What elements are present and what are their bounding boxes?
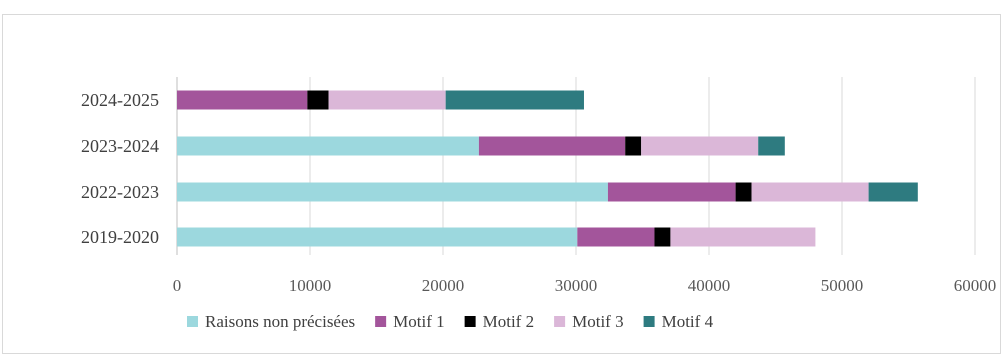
bar-segment — [758, 136, 785, 156]
bar-segment — [625, 136, 642, 156]
stacked-bar-chart: 2024-2025 2023-2024 2022-2023 2019-2020 0 10… — [81, 77, 997, 331]
legend-label: Motif 4 — [662, 312, 714, 331]
bar-segment — [670, 227, 816, 247]
bar-segment — [735, 182, 752, 202]
bar-segment — [478, 136, 626, 156]
category-labels: 2024-2025 2023-2024 2022-2023 2019-2020 — [81, 90, 159, 247]
bar-segment — [328, 90, 446, 110]
legend-label: Motif 3 — [572, 312, 623, 331]
bar-segment — [177, 90, 308, 110]
legend-swatch — [464, 316, 476, 327]
bar-segment — [307, 90, 329, 110]
bar-segment — [177, 136, 479, 156]
legend-label: Motif 2 — [483, 312, 534, 331]
x-tick-label: 20000 — [422, 276, 465, 295]
bar-segment — [641, 136, 759, 156]
x-tick-label: 40000 — [688, 276, 731, 295]
bar-segment — [177, 227, 578, 247]
category-label: 2023-2024 — [81, 136, 159, 156]
x-tick-label: 10000 — [289, 276, 332, 295]
legend: Raisons non précisées Motif 1 Motif 2 Motif… — [187, 312, 714, 331]
x-tick-label: 50000 — [821, 276, 864, 295]
category-label: 2024-2025 — [81, 90, 159, 110]
legend-label: Motif 1 — [393, 312, 444, 331]
bar-segment — [607, 182, 736, 202]
chart-frame: 2024-2025 2023-2024 2022-2023 2019-2020 0 10… — [2, 14, 1001, 354]
legend-swatch — [643, 316, 655, 327]
bars — [177, 90, 918, 247]
bar-segment — [577, 227, 655, 247]
category-label: 2022-2023 — [81, 182, 159, 202]
x-tick-label: 0 — [173, 276, 182, 295]
x-tick-label: 60000 — [954, 276, 997, 295]
bar-segment — [445, 90, 584, 110]
legend-swatch — [375, 316, 387, 327]
x-tick-labels: 0 10000 20000 30000 40000 50000 60000 — [173, 276, 997, 295]
legend-label: Raisons non précisées — [205, 312, 355, 331]
bar-segment — [751, 182, 869, 202]
legend-swatch — [554, 316, 566, 327]
x-tick-label: 30000 — [555, 276, 598, 295]
legend-swatch — [187, 316, 198, 327]
bar-segment — [868, 182, 918, 202]
bar-segment — [654, 227, 671, 247]
category-label: 2019-2020 — [81, 227, 159, 247]
bar-segment — [177, 182, 608, 202]
